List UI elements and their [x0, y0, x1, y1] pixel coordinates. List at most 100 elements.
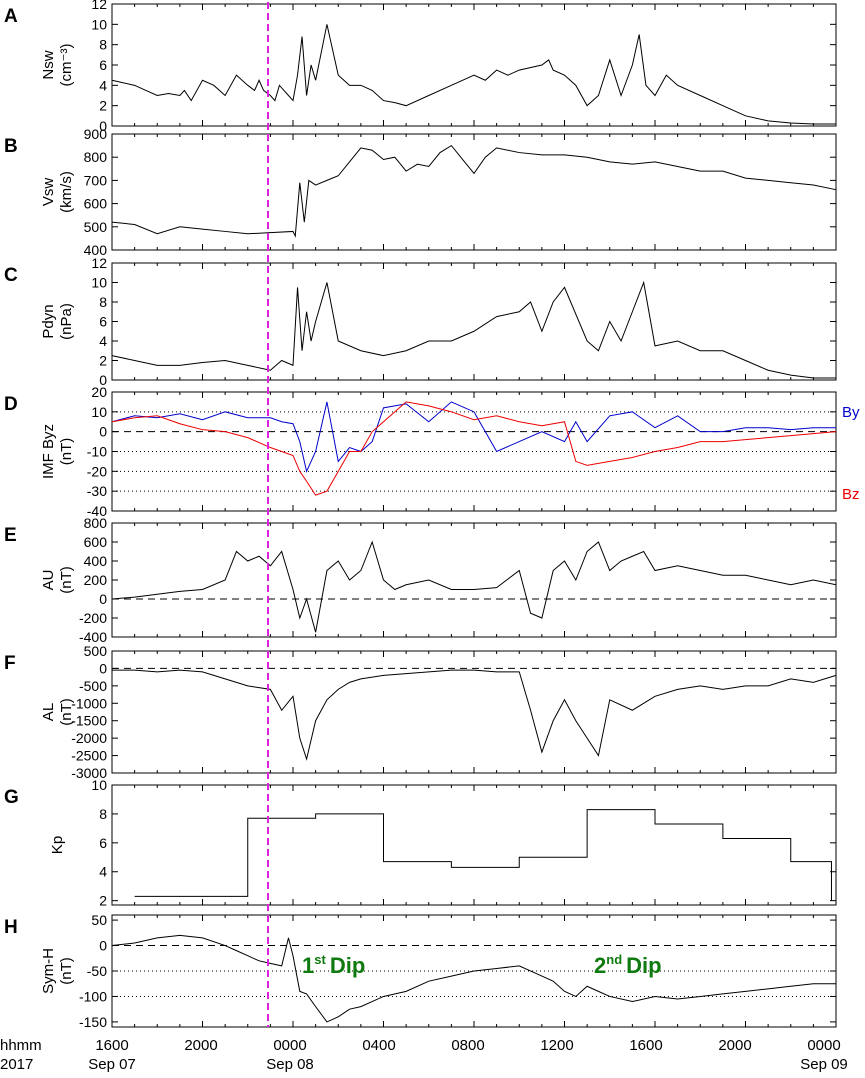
panel-h: -150 -100 -50 0 50 H Sym-H (nT) 1st Dip 2nd Dip	[4, 912, 837, 1030]
y-tick-label: -200	[79, 610, 107, 626]
y-tick-label: 600	[84, 534, 108, 550]
dip-annotation: 2nd Dip	[594, 952, 662, 978]
x-tick-label: 2000	[718, 1037, 751, 1054]
y-axis-label: (nT)	[58, 698, 75, 726]
panel-label: E	[4, 525, 17, 546]
series-line-by	[111, 401, 836, 473]
y-tick-label: 8	[99, 294, 107, 310]
y-tick-label: -1000	[71, 695, 107, 711]
series-line	[112, 669, 837, 761]
dip-word: Dip	[626, 953, 661, 978]
series-line	[111, 934, 836, 1023]
y-tick-label: -50	[87, 963, 107, 979]
y-tick-label: 4	[99, 333, 107, 349]
dip-word: Dip	[330, 953, 365, 978]
y-tick-label: 0	[99, 660, 107, 676]
y-tick-label: -500	[79, 678, 107, 694]
panel-d: -40 -30 -20 -10 0 10 20 D IMF Byz (nT) By Bz	[4, 384, 860, 519]
y-tick-label: 700	[84, 172, 108, 188]
x-tick-label: 1200	[540, 1037, 573, 1054]
panel-frame	[111, 650, 837, 774]
dip-annotation: 1st Dip	[302, 952, 365, 978]
y-axis-label: Vsw	[40, 178, 57, 207]
x-tick-label: 0000	[273, 1037, 306, 1054]
panel-c: 0 2 4 6 8 10 12 C Pdyn (nPa)	[4, 255, 837, 388]
y-tick-label: 8	[99, 37, 107, 53]
y-tick-label: 12	[91, 0, 107, 12]
x-year-label: 2017	[0, 1056, 33, 1073]
y-tick-label: 2	[99, 98, 107, 114]
panel-frame	[111, 133, 837, 251]
series-line-bz	[111, 401, 837, 496]
y-axis-label: (cm⁻³)	[58, 44, 75, 87]
y-tick-label: 2	[99, 353, 107, 369]
x-tick-label: 0000	[807, 1037, 840, 1054]
y-tick-label: 800	[84, 149, 108, 165]
y-axis-label: (nPa)	[58, 303, 75, 340]
y-axis-label: Nsw	[40, 50, 57, 79]
series-line	[134, 809, 832, 901]
y-tick-label: 500	[84, 643, 108, 659]
legend-entry: Bz	[842, 486, 860, 503]
x-tick-label: 0400	[362, 1037, 395, 1054]
y-tick-label: -30	[87, 483, 107, 499]
x-tick-label: 0800	[451, 1037, 484, 1054]
y-tick-label: 8	[99, 806, 107, 822]
series-line	[111, 144, 837, 238]
dip-ordinal: nd	[606, 952, 622, 967]
panel-label: G	[4, 787, 19, 808]
panel-label: F	[4, 653, 16, 674]
y-tick-label: 6	[99, 314, 107, 330]
x-tick-label: 2000	[184, 1037, 217, 1054]
panel-frame	[111, 262, 837, 381]
x-date-label: Sep 08	[266, 1056, 314, 1073]
y-tick-label: 500	[84, 219, 108, 235]
y-tick-label: 600	[84, 196, 108, 212]
panel-label: B	[4, 136, 18, 157]
y-axis-label: Pdyn	[40, 304, 57, 338]
y-tick-label: -40	[87, 503, 107, 519]
panel-label: A	[4, 6, 18, 27]
y-tick-label: 4	[99, 77, 107, 93]
y-tick-label: 20	[91, 384, 107, 400]
x-tick-label: 1600	[629, 1037, 662, 1054]
panel-g: 2 4 6 8 10 G Kp	[4, 777, 837, 909]
y-axis-label: Kp	[49, 836, 66, 854]
y-tick-label: -2500	[71, 748, 107, 764]
y-tick-label: 10	[91, 275, 107, 291]
y-tick-label: 12	[91, 255, 107, 271]
legend-entry: By	[842, 404, 860, 421]
y-tick-label: 900	[84, 126, 108, 142]
y-tick-label: 4	[99, 864, 107, 880]
y-tick-label: 400	[84, 242, 108, 258]
y-tick-label: -3000	[71, 765, 107, 781]
series-line	[111, 540, 837, 633]
y-tick-label: -100	[79, 988, 107, 1004]
y-tick-label: -1500	[71, 713, 107, 729]
y-axis-label: IMF Byz	[40, 424, 57, 479]
panel-label: C	[4, 265, 18, 286]
y-axis-label: AU	[40, 570, 57, 591]
y-axis-label: (km/s)	[58, 171, 75, 213]
y-tick-label: 800	[84, 515, 108, 531]
y-tick-label: -2000	[71, 730, 107, 746]
y-tick-label: 0	[99, 118, 107, 134]
y-tick-label: 0	[99, 938, 107, 954]
y-tick-label: 0	[99, 424, 107, 440]
x-row-label: hhmm	[0, 1037, 42, 1054]
panel-label: D	[4, 394, 18, 415]
y-axis-label: Sym-H	[40, 948, 57, 994]
y-tick-label: 200	[84, 572, 108, 588]
y-axis-label: (nT)	[58, 566, 75, 594]
y-tick-label: 6	[99, 835, 107, 851]
y-tick-label: -20	[87, 463, 107, 479]
x-date-label: Sep 09	[800, 1056, 848, 1073]
y-tick-label: 50	[91, 912, 107, 928]
y-tick-label: 10	[91, 404, 107, 420]
series-line	[111, 24, 836, 125]
time-axis-labels: hhmm 2017 1600 2000 0000 0400 0800 1200 …	[0, 1037, 848, 1073]
panel-a: 0 2 4 6 8 10 12 A Nsw (cm⁻³)	[4, 0, 837, 134]
